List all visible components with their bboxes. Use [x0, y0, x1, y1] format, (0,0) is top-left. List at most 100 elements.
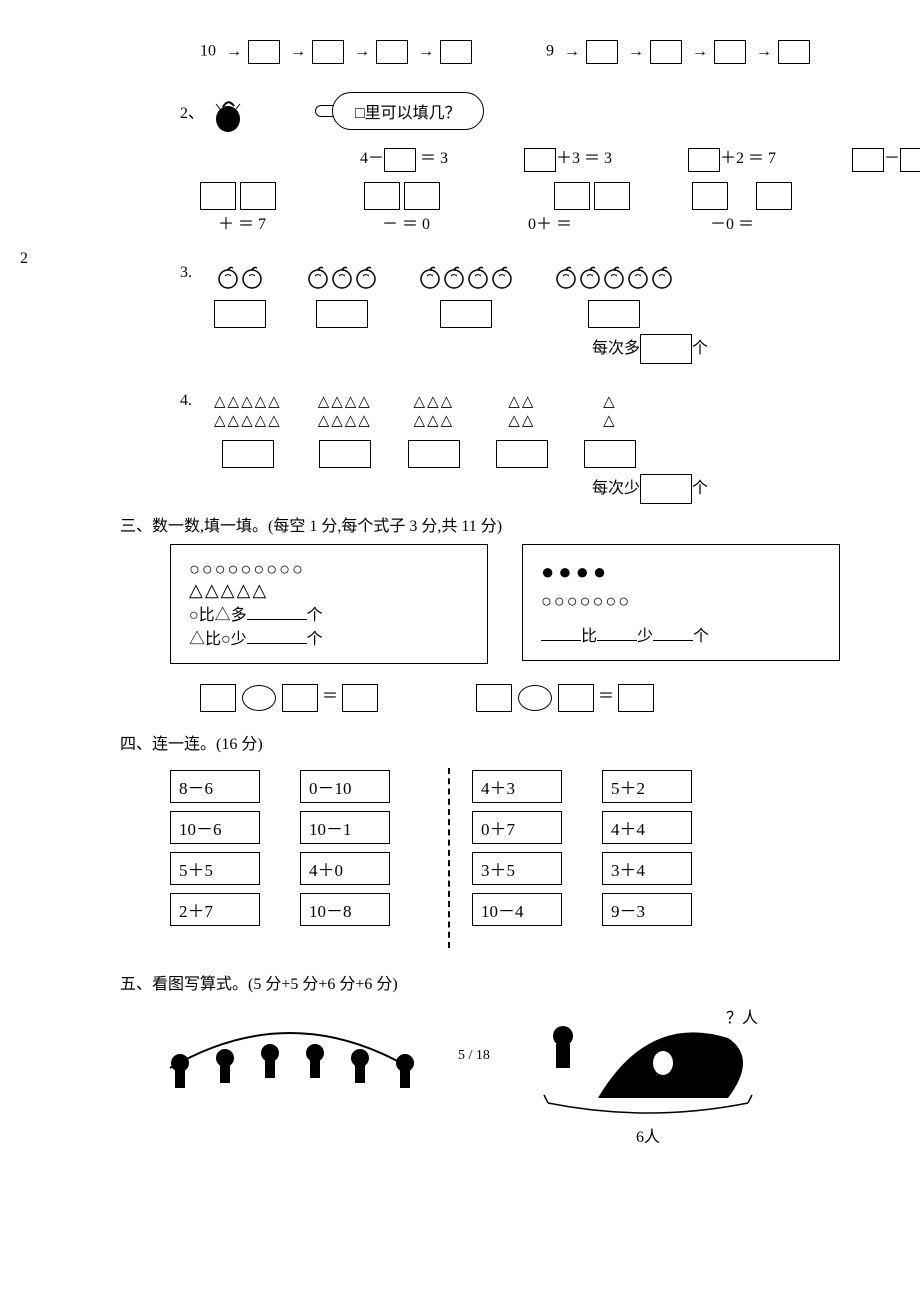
eq-group: ＝: [200, 688, 382, 705]
text: 个: [693, 628, 709, 645]
blank-box[interactable]: [214, 300, 266, 328]
match-item[interactable]: 4＋3: [472, 770, 562, 803]
text: 个: [307, 607, 323, 624]
section-3-title: 三、数一数,填一填。(每空 1 分,每个式子 3 分,共 11 分): [120, 512, 900, 536]
panel-right: ●●●● ○○○○○○○ 比少个: [522, 544, 840, 661]
blank-box[interactable]: [756, 182, 792, 210]
fruit-column: [554, 264, 674, 328]
compare-line: ○比△多个: [189, 601, 469, 625]
blank-underline[interactable]: [541, 624, 581, 641]
blank-box[interactable]: [200, 684, 236, 712]
match-item[interactable]: 10－1: [300, 811, 390, 844]
blank-box[interactable]: [364, 182, 400, 210]
eq-text: － ＝ 0: [364, 210, 524, 234]
match-item[interactable]: 5＋5: [170, 852, 260, 885]
eq-cell: － ＝ 0: [364, 182, 524, 234]
blank-underline[interactable]: [247, 603, 307, 620]
blank-box[interactable]: [312, 40, 344, 64]
match-item[interactable]: 5＋2: [602, 770, 692, 803]
blank-underline[interactable]: [653, 624, 693, 641]
picture-row: 5 / 18 ？人 6人: [20, 1008, 900, 1147]
match-item[interactable]: 4＋0: [300, 852, 390, 885]
match-item[interactable]: 10－4: [472, 893, 562, 926]
blank-box[interactable]: [319, 440, 371, 468]
section-4-title: 四、连一连。(16 分): [120, 730, 900, 754]
match-item[interactable]: 8－6: [170, 770, 260, 803]
blank-box[interactable]: [688, 148, 720, 172]
blank-box[interactable]: [900, 148, 920, 172]
blank-box[interactable]: [476, 684, 512, 712]
match-item[interactable]: 3＋4: [602, 852, 692, 885]
blank-box[interactable]: [384, 148, 416, 172]
blank-box[interactable]: [594, 182, 630, 210]
blank-box[interactable]: [342, 684, 378, 712]
stray-2: 2: [20, 250, 28, 268]
speech-text: □里可以填几？: [355, 105, 461, 122]
match-item[interactable]: 10－8: [300, 893, 390, 926]
blank-box[interactable]: [554, 182, 590, 210]
note-suf: 个: [692, 340, 708, 357]
blank-box[interactable]: [640, 474, 692, 504]
eq-text: ＋3 ＝ 3: [556, 150, 612, 167]
blank-box[interactable]: [440, 300, 492, 328]
blank-box[interactable]: [692, 182, 728, 210]
match-item[interactable]: 9－3: [602, 893, 692, 926]
seq-b-start: 9: [546, 43, 554, 60]
blank-box[interactable]: [778, 40, 810, 64]
blank-box[interactable]: [584, 440, 636, 468]
blank-box[interactable]: [200, 182, 236, 210]
eq-text: 4－: [360, 150, 384, 167]
match-item[interactable]: 3＋5: [472, 852, 562, 885]
blank-box[interactable]: [222, 440, 274, 468]
tri-line: △△: [496, 392, 548, 411]
fruit-icon: [354, 264, 378, 290]
blank-box[interactable]: [650, 40, 682, 64]
arrow-icon: →: [354, 43, 370, 61]
blank-box[interactable]: [586, 40, 618, 64]
blank-box[interactable]: [714, 40, 746, 64]
triangle-column: △△: [584, 392, 636, 468]
section-5-title: 五、看图写算式。(5 分+5 分+6 分+6 分): [20, 970, 900, 994]
match-item[interactable]: 0－10: [300, 770, 390, 803]
question-mark-label: ？人: [726, 1004, 758, 1028]
blank-box[interactable]: [440, 40, 472, 64]
match-item[interactable]: 10－6: [170, 811, 260, 844]
sequence-a: 10 → → → →: [200, 40, 472, 64]
hide-seek-picture: ？人 6人: [528, 1008, 768, 1147]
blank-box[interactable]: [618, 684, 654, 712]
circles-row: ○○○○○○○: [541, 591, 821, 612]
text: △比○少: [189, 631, 247, 648]
operator-oval[interactable]: [242, 685, 276, 711]
q2-row1: 4－ ＝ 3 ＋3 ＝ 3 ＋2 ＝ 7 － ＝: [180, 144, 900, 171]
triangle-groups: △△△△△△△△△△△△△△△△△△△△△△△△△△△△△△: [214, 392, 672, 409]
blank-box[interactable]: [852, 148, 884, 172]
compare-line: 比少个: [541, 622, 821, 646]
blank-box[interactable]: [588, 300, 640, 328]
blank-box[interactable]: [558, 684, 594, 712]
blank-box[interactable]: [524, 148, 556, 172]
arrow-icon: →: [418, 43, 434, 61]
blank-underline[interactable]: [247, 627, 307, 644]
blank-box[interactable]: [404, 182, 440, 210]
eggplant-icon: [208, 94, 248, 134]
blank-box[interactable]: [240, 182, 276, 210]
match-item[interactable]: 4＋4: [602, 811, 692, 844]
blank-underline[interactable]: [597, 624, 637, 641]
tri-line: △△△△△: [214, 411, 282, 430]
blank-box[interactable]: [640, 334, 692, 364]
blank-box[interactable]: [408, 440, 460, 468]
blank-box[interactable]: [376, 40, 408, 64]
eq-text: 0＋ ＝: [528, 210, 688, 234]
blank-box[interactable]: [248, 40, 280, 64]
question-4: 4. △△△△△△△△△△△△△△△△△△△△△△△△△△△△△△ 每次少个: [20, 392, 900, 504]
section-4-matching: 8－6 10－6 5＋5 2＋7 0－10 10－1 4＋0 10－8 4＋3 0＋7 3＋5 1…: [20, 762, 900, 948]
match-item[interactable]: 2＋7: [170, 893, 260, 926]
operator-oval[interactable]: [518, 685, 552, 711]
match-item[interactable]: 0＋7: [472, 811, 562, 844]
fruit-column: [306, 264, 378, 328]
blank-box[interactable]: [496, 440, 548, 468]
blank-box[interactable]: [316, 300, 368, 328]
blank-box[interactable]: [282, 684, 318, 712]
page-number: 5 / 18: [424, 1048, 524, 1064]
eq-cell: － ＝: [852, 144, 920, 171]
